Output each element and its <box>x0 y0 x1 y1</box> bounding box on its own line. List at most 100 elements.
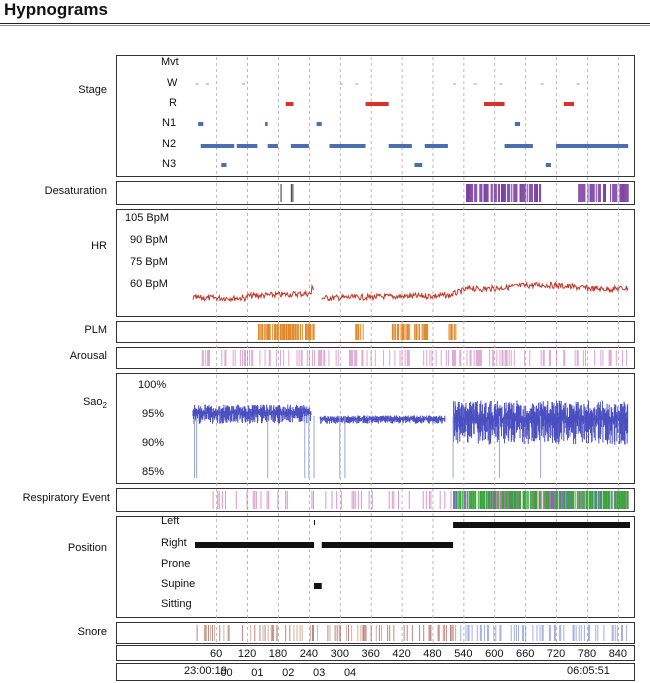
snore-event <box>573 625 575 641</box>
stage-segment <box>221 163 227 167</box>
respiratory-event <box>509 491 511 509</box>
respiratory-event <box>497 491 499 509</box>
respiratory-event <box>617 491 619 509</box>
respiratory-event <box>544 491 546 509</box>
arousal-event <box>506 350 508 366</box>
respiratory-event <box>479 491 481 509</box>
respiratory-event <box>578 491 580 509</box>
respiratory-event <box>582 491 584 509</box>
respiratory-event <box>540 491 542 509</box>
desaturation-event <box>509 184 511 202</box>
desaturation-event <box>583 184 585 202</box>
arousal-event <box>609 350 611 366</box>
respiratory-event <box>626 491 628 509</box>
snore-event <box>271 625 273 641</box>
arousal-event <box>269 350 271 366</box>
respiratory-event <box>458 491 460 509</box>
respiratory-event <box>252 491 254 509</box>
respiratory-event <box>563 491 565 509</box>
position-label: Position <box>67 542 107 554</box>
arousal-event <box>501 350 503 366</box>
arousal-event <box>626 350 628 366</box>
desaturation-event <box>507 184 509 202</box>
desaturation-label: Desaturation <box>44 185 107 197</box>
arousal-event <box>259 350 261 366</box>
plm-event <box>407 324 409 340</box>
sao2-level-90: 90% <box>142 437 165 449</box>
arousal-event <box>389 350 391 366</box>
arousal-event <box>615 350 617 366</box>
snore-event <box>517 625 519 641</box>
respiratory-event <box>508 491 510 509</box>
desaturation-event <box>593 184 595 202</box>
respiratory-event <box>504 491 506 509</box>
respiratory-event <box>558 491 560 509</box>
position-level-right: Right <box>161 537 187 549</box>
desaturation-event <box>582 184 584 202</box>
respiratory-event <box>357 491 359 509</box>
plm-event <box>280 324 282 340</box>
arousal-event <box>264 350 266 366</box>
respiratory-event <box>499 491 501 509</box>
desaturation-event <box>524 184 526 202</box>
snore-event <box>522 625 524 641</box>
arousal-event <box>563 350 565 366</box>
snore-event <box>451 625 453 641</box>
arousal-event <box>556 350 558 366</box>
minute-tick-label: 600 <box>485 648 503 660</box>
desaturation-event <box>623 184 625 202</box>
stage-level-mvt: Mvt <box>161 56 179 68</box>
respiratory-event <box>600 491 602 509</box>
respiratory-event <box>368 491 370 509</box>
arousal-event <box>489 350 491 366</box>
respiratory-event <box>535 491 537 509</box>
desaturation-event <box>613 184 615 202</box>
plm-event <box>291 324 293 340</box>
snore-event <box>365 625 367 641</box>
arousal-event <box>207 350 209 366</box>
snore-event <box>443 625 445 641</box>
desaturation-event <box>515 184 517 202</box>
arousal-event <box>408 350 410 366</box>
arousal-event <box>288 350 290 366</box>
arousal-event <box>306 350 308 366</box>
respiratory-event <box>312 491 314 509</box>
respiratory-event <box>464 491 466 509</box>
respiratory-event <box>567 491 569 509</box>
snore-event <box>267 625 269 641</box>
plm-event <box>424 324 426 340</box>
respiratory-event <box>625 491 627 509</box>
arousal-event <box>399 350 401 366</box>
plm-event <box>398 324 400 340</box>
desaturation-event <box>531 184 533 202</box>
respiratory-event <box>551 491 553 509</box>
arousal-event <box>321 350 323 366</box>
hr-label: HR <box>91 240 107 252</box>
respiratory-event <box>585 491 587 509</box>
desaturation-event <box>591 184 593 202</box>
position-level-supine: Supine <box>161 578 196 590</box>
snore-event <box>616 625 618 641</box>
snore-event <box>419 625 421 641</box>
respiratory-event <box>585 491 587 509</box>
snore-event <box>334 625 336 641</box>
snore-event <box>380 625 382 641</box>
respiratory-event <box>353 491 355 509</box>
plm-event <box>277 324 279 340</box>
snore-event <box>487 625 489 641</box>
arousal-event <box>323 350 325 366</box>
desaturation-event <box>589 184 591 202</box>
snore-event <box>493 625 495 641</box>
stage-panel <box>116 55 635 177</box>
respiratory-event <box>561 491 563 509</box>
respiratory-event <box>566 491 568 509</box>
respiratory-event <box>591 491 593 509</box>
arousal-event <box>370 350 372 366</box>
arousal-event <box>337 350 339 366</box>
respiratory-event <box>490 491 492 509</box>
arousal-event <box>362 350 364 366</box>
respiratory-event <box>536 491 538 509</box>
plm-event <box>265 324 267 340</box>
plm-event <box>312 324 314 340</box>
arousal-event <box>241 350 243 366</box>
